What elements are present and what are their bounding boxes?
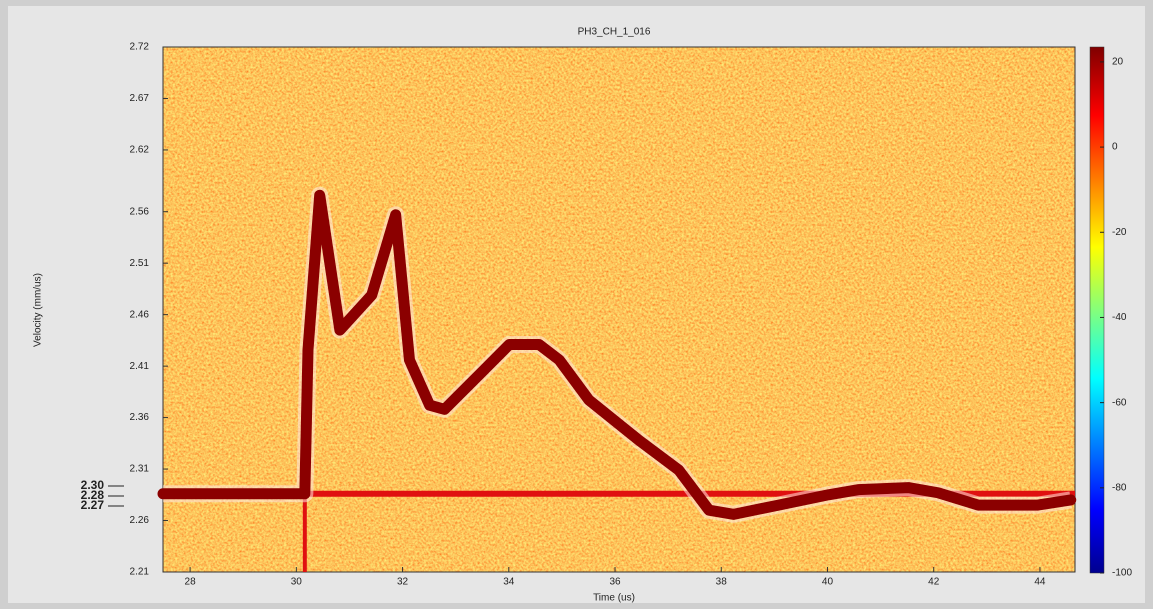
x-tick-label: 40 xyxy=(822,577,834,588)
y-tick-label: 2.56 xyxy=(130,206,150,217)
colorbar-tick-label: 20 xyxy=(1112,57,1124,68)
y-tick-label: 2.41 xyxy=(130,361,150,372)
x-tick-label: 28 xyxy=(185,577,197,588)
x-tick-label: 34 xyxy=(503,577,515,588)
x-tick-label: 32 xyxy=(397,577,409,588)
colorbar-tick-label: -60 xyxy=(1112,397,1127,408)
y-tick-label: 2.62 xyxy=(130,145,150,156)
x-axis-label: Time (us) xyxy=(593,593,635,604)
x-tick-label: 30 xyxy=(291,577,303,588)
x-tick-label: 42 xyxy=(928,577,940,588)
y-tick-label: 2.46 xyxy=(130,309,150,320)
y-tick-label: 2.31 xyxy=(130,464,150,475)
colorbar-tick-label: -20 xyxy=(1112,227,1127,238)
colorbar-tick-label: -40 xyxy=(1112,312,1127,323)
colorbar-tick-label: -80 xyxy=(1112,482,1127,493)
y-tick-label: 2.67 xyxy=(130,93,150,104)
y-tick-label: 2.36 xyxy=(130,412,150,423)
annotation: 2.30 xyxy=(81,478,105,492)
x-tick-label: 44 xyxy=(1034,577,1046,588)
annotation: 2.28 xyxy=(81,488,105,502)
colorbar-tick-label: -100 xyxy=(1112,568,1132,579)
trace xyxy=(157,189,1077,520)
x-tick-label: 36 xyxy=(609,577,621,588)
chart-title: PH3_CH_1_016 xyxy=(578,27,651,38)
colorbar xyxy=(1089,46,1105,574)
x-tick-label: 38 xyxy=(716,577,728,588)
y-axis-label: Velocity (mm/us) xyxy=(33,273,44,347)
colorbar-tick-label: 0 xyxy=(1112,142,1118,153)
y-tick-label: 2.21 xyxy=(130,567,150,578)
y-tick-label: 2.72 xyxy=(130,42,150,53)
y-tick-label: 2.26 xyxy=(130,515,150,526)
plot-frame xyxy=(162,46,1076,573)
y-tick-label: 2.51 xyxy=(130,258,150,269)
annotation: 2.27 xyxy=(81,498,105,512)
